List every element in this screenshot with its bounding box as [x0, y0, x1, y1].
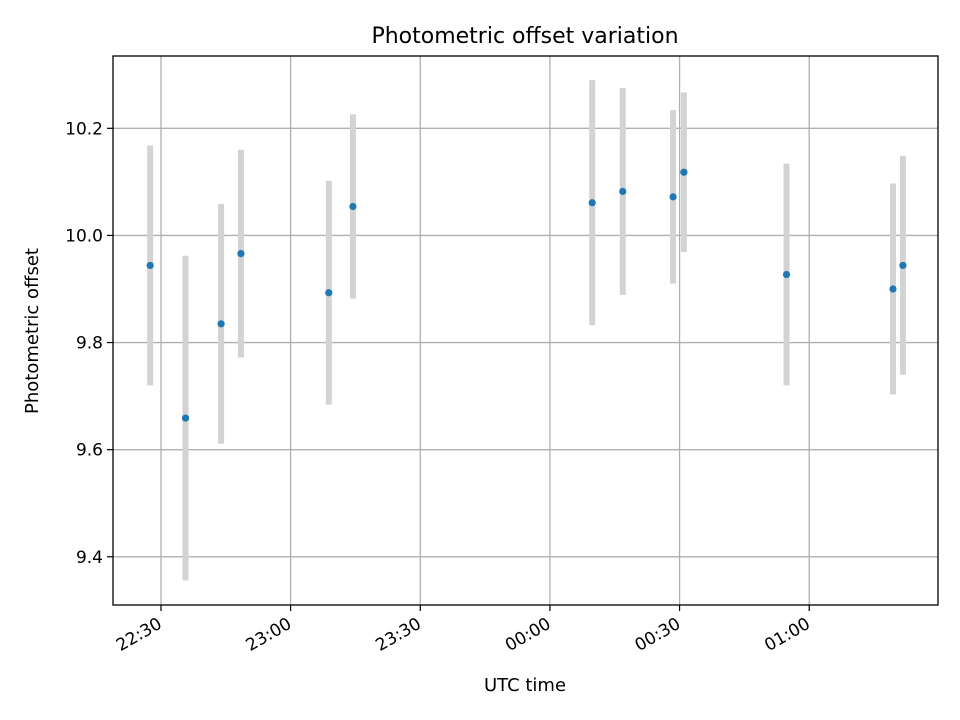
y-tick-label: 10.2	[65, 119, 103, 139]
data-point	[782, 270, 791, 279]
chart-title: Photometric offset variation	[371, 24, 678, 49]
data-point	[680, 168, 688, 176]
y-axis-label: Photometric offset	[22, 248, 43, 414]
data-point	[146, 261, 154, 270]
plot-frame	[112, 55, 939, 606]
grid	[113, 56, 938, 605]
y-tick-label: 10.0	[65, 226, 103, 246]
y-tick-label: 9.6	[76, 441, 103, 461]
x-axis-label: UTC time	[484, 675, 566, 696]
data-point	[588, 199, 596, 207]
data-point	[669, 193, 677, 201]
y-tick-label: 9.8	[76, 334, 103, 354]
y-tick-label: 9.4	[76, 548, 103, 568]
data-points	[146, 168, 907, 422]
data-point	[217, 320, 225, 328]
data-point	[181, 414, 190, 422]
data-point	[349, 202, 357, 211]
data-point	[237, 250, 245, 258]
data-point	[889, 285, 897, 293]
data-point	[325, 289, 333, 297]
data-point	[899, 261, 907, 270]
data-point	[619, 187, 627, 196]
y-axis-ticks: 9.4 9.6 9.8 10.0 10.2	[65, 119, 113, 568]
